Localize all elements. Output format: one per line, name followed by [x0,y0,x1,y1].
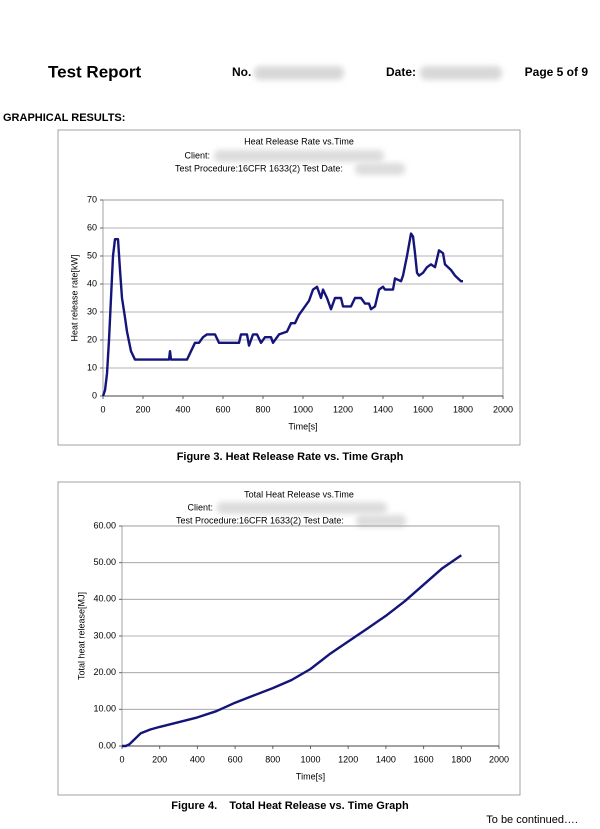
x-tick-label: 400 [190,754,205,764]
data-line [122,554,462,748]
x-tick-label: 600 [228,754,243,764]
y-tick-label: 0 [92,390,97,400]
date-label: Date: [386,65,416,79]
x-tick-label: 1000 [300,754,320,764]
y-tick-label: 10 [87,362,97,372]
footer: To be continued…. [486,814,578,826]
x-tick-label: 1800 [451,754,471,764]
x-tick-label: 1800 [453,404,473,414]
chart-frame [57,481,521,796]
client-label: Client: [187,502,213,512]
redacted [420,66,502,80]
y-axis-label: Heat release rate[kW] [69,254,79,341]
plot-area [102,199,504,397]
procedure-label: Test Procedure:16CFR 1633(2) Test Date: [176,515,344,525]
data-line [101,232,463,397]
x-axis-label: Time[s] [296,771,325,781]
figure-caption: Figure 4. Total Heat Release vs. Time Gr… [171,800,409,812]
x-tick-label: 800 [265,754,280,764]
y-tick-label: 40 [87,278,97,288]
section-title: GRAPHICAL RESULTS: [3,112,125,124]
y-tick-label: 20 [87,334,97,344]
page-number: Page 5 of 9 [525,65,589,79]
x-tick-label: 0 [100,404,105,414]
redacted [214,150,384,162]
redacted [356,515,406,527]
y-tick-label: 10.00 [93,704,116,714]
redacted [217,502,387,514]
x-tick-label: 1600 [414,754,434,764]
x-tick-label: 1200 [333,404,353,414]
redacted [254,66,344,80]
x-tick-label: 200 [135,404,150,414]
x-tick-label: 1400 [373,404,393,414]
procedure-label: Test Procedure:16CFR 1633(2) Test Date: [175,163,343,173]
x-tick-label: 800 [255,404,270,414]
y-tick-label: 20.00 [93,667,116,677]
redacted [355,163,405,175]
y-tick-label: 30 [87,306,97,316]
chart-title: Total Heat Release vs.Time [244,489,354,499]
chart-frame [57,129,521,446]
number-label: No. [232,65,251,79]
x-tick-label: 2000 [493,404,513,414]
y-tick-label: 60.00 [93,520,116,530]
y-tick-label: 40.00 [93,594,116,604]
figure-caption: Figure 3. Heat Release Rate vs. Time Gra… [177,451,404,463]
x-tick-label: 200 [152,754,167,764]
x-tick-label: 2000 [489,754,509,764]
y-tick-label: 50.00 [93,557,116,567]
report-title: Test Report [48,62,142,81]
y-tick-label: 60 [87,222,97,232]
y-tick-label: 50 [87,250,97,260]
y-axis-label: Total heat release[MJ] [76,592,86,680]
chart-title: Heat Release Rate vs.Time [244,136,354,146]
y-tick-label: 30.00 [93,630,116,640]
x-tick-label: 400 [175,404,190,414]
x-tick-label: 0 [119,754,124,764]
x-tick-label: 1400 [376,754,396,764]
x-tick-label: 600 [215,404,230,414]
y-tick-label: 0.00 [98,740,116,750]
client-label: Client: [184,150,210,160]
x-axis-label: Time[s] [288,421,317,431]
x-tick-label: 1000 [293,404,313,414]
x-tick-label: 1200 [338,754,358,764]
y-tick-label: 70 [87,194,97,204]
x-tick-label: 1600 [413,404,433,414]
